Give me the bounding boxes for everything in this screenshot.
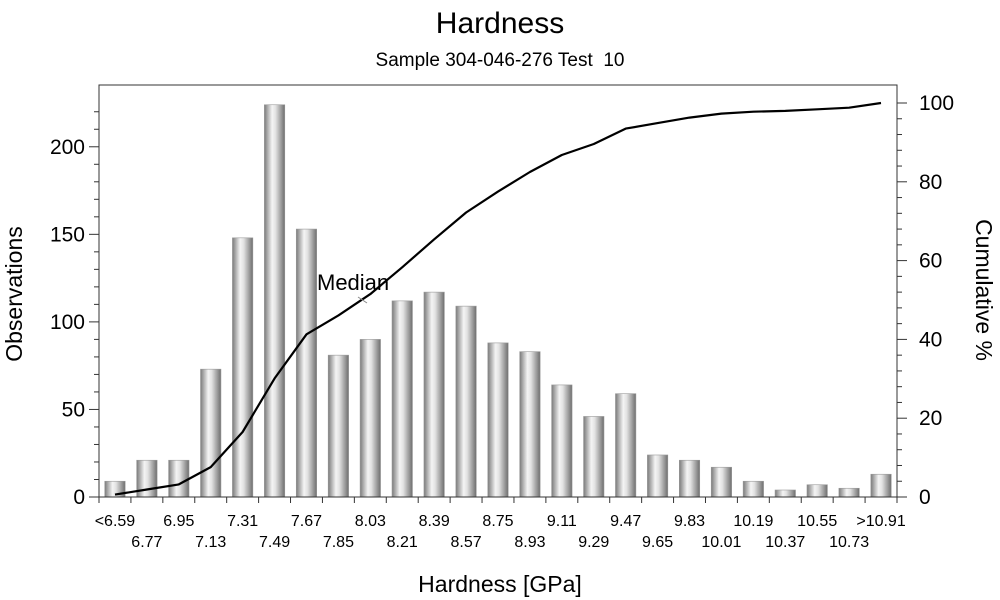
x-tick-label: 10.37 [765, 534, 805, 551]
bar [615, 393, 637, 498]
bar [200, 368, 222, 498]
x-tick-label: 9.83 [674, 513, 705, 530]
y-axis-right: 0 20 40 60 80 100 [897, 92, 954, 509]
x-tick-label: 9.65 [642, 534, 673, 551]
x-tick-label: 9.11 [547, 513, 577, 530]
bar [327, 354, 349, 498]
median-annotation: Median [317, 270, 389, 295]
x-axis-label: Hardness [GPa] [418, 571, 582, 597]
bar [168, 459, 190, 498]
bar [391, 300, 413, 498]
x-tick-label: 8.75 [482, 513, 513, 530]
bar [838, 487, 860, 498]
y-tick-label: 100 [50, 311, 85, 334]
bar [583, 416, 605, 498]
y-tick-label: 0 [73, 486, 85, 509]
y-axis-left: 0 50 100 150 200 [50, 111, 99, 509]
x-tick-label: 8.21 [387, 534, 418, 551]
x-tick-label: 9.29 [578, 534, 609, 551]
x-tick-label: 6.95 [163, 513, 194, 530]
x-tick-label: >10.91 [856, 513, 905, 530]
bar [455, 305, 477, 498]
bar [774, 489, 796, 498]
x-tick-label: 10.01 [701, 534, 741, 551]
x-tick-label: 10.19 [733, 513, 773, 530]
bar [551, 384, 573, 498]
bar [679, 459, 701, 498]
x-tick-label: 6.77 [131, 534, 162, 551]
bar [264, 104, 286, 498]
x-tick-label: 8.39 [419, 513, 450, 530]
x-tick-label: 8.57 [451, 534, 482, 551]
x-tick-label: 8.93 [514, 534, 545, 551]
x-tick-label: 7.31 [227, 513, 258, 530]
median-annotation-pointer [357, 296, 368, 304]
x-tick-label: 10.55 [797, 513, 837, 530]
y2-tick-label: 100 [919, 92, 954, 115]
x-tick-label: 10.73 [829, 534, 869, 551]
y-tick-label: 200 [50, 136, 85, 159]
x-tick-label: 7.67 [291, 513, 322, 530]
x-axis: <6.59 6.776.957.137.317.497.677.858.038.2… [95, 497, 906, 551]
bar-series [104, 104, 892, 498]
bar [487, 342, 509, 498]
x-tick-label: 8.03 [355, 513, 386, 530]
x-tick-label: 7.85 [323, 534, 354, 551]
bar [104, 480, 126, 498]
cumulative-line [114, 101, 882, 496]
plot-frame [98, 84, 898, 498]
bar [710, 466, 732, 498]
x-tick-label: 9.47 [610, 513, 641, 530]
y-axis-label: Observations [1, 226, 27, 362]
y-tick-label: 150 [50, 223, 85, 246]
bar [423, 291, 445, 498]
y2-axis-label: Cumulative % [971, 219, 997, 361]
cumulative-line-series [114, 101, 882, 496]
bar [519, 351, 541, 498]
y2-tick-label: 20 [919, 407, 942, 430]
chart-title: Hardness [436, 7, 564, 40]
y2-tick-label: 0 [919, 486, 931, 509]
chart-subtitle: Sample 304-046-276 Test 10 [376, 50, 625, 71]
y2-tick-label: 60 [919, 250, 942, 273]
y2-tick-label: 80 [919, 171, 942, 194]
x-tick-label: <6.59 [95, 513, 136, 530]
bar [870, 473, 892, 498]
bar [647, 454, 669, 498]
bar [806, 484, 828, 498]
x-tick-label: 7.13 [195, 534, 226, 551]
y2-tick-label: 40 [919, 328, 942, 351]
y-tick-label: 50 [62, 398, 85, 421]
x-tick-label: 7.49 [259, 534, 290, 551]
bar [742, 480, 764, 498]
bar [359, 339, 381, 498]
bar [295, 228, 317, 498]
bar [232, 237, 254, 498]
